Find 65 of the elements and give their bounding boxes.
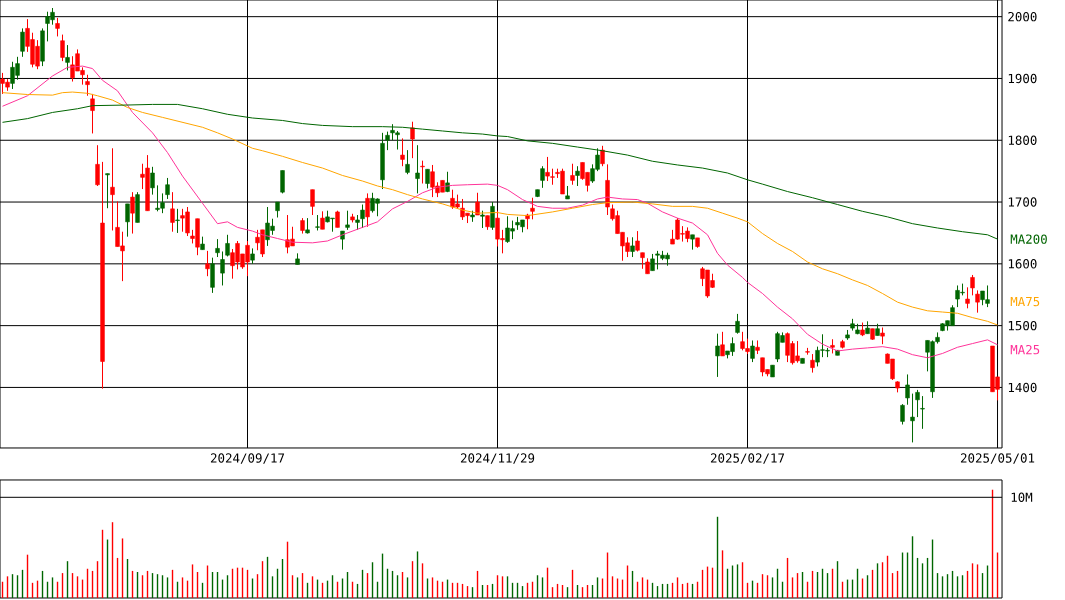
candlestick (175, 208, 180, 234)
candlestick (810, 353, 815, 374)
x-tick-label: 2024/11/29 (460, 453, 535, 464)
candlestick (365, 192, 370, 228)
candlestick (905, 373, 910, 406)
candlestick (575, 165, 580, 187)
candlestick (720, 331, 725, 357)
candlestick (385, 131, 390, 151)
candlestick (220, 250, 225, 286)
series-label: MA200 (1010, 234, 1047, 244)
candlestick (600, 145, 605, 167)
candlestick (345, 210, 350, 231)
candlestick (170, 191, 175, 233)
candlestick (915, 389, 920, 418)
x-tick-label: 2024/09/17 (210, 453, 285, 464)
candlestick (90, 93, 95, 134)
line-series (2, 65, 999, 359)
y-tick-label: 1400 (1008, 382, 1037, 393)
candlestick (530, 197, 535, 220)
candlestick (570, 163, 575, 186)
candlestick (125, 203, 130, 238)
y-tick-label: 1600 (1008, 259, 1037, 269)
candlestick (410, 121, 415, 159)
candlestick (60, 34, 65, 62)
candlestick (425, 168, 430, 189)
candlestick (405, 149, 410, 175)
candlestick (150, 166, 155, 196)
candlestick (95, 144, 100, 187)
candlestick (310, 189, 315, 216)
candlestick (110, 147, 115, 231)
candlestick (975, 289, 980, 314)
y-tick-label: 2000 (1008, 11, 1037, 22)
y-tick-label: 1700 (1008, 197, 1037, 207)
candlestick (205, 250, 210, 277)
candlestick (540, 165, 545, 189)
y-tick-label: 1800 (1008, 135, 1037, 145)
x-tick-label: 2025/02/17 (710, 453, 785, 464)
candlestick (65, 44, 70, 71)
candlestick (735, 313, 740, 335)
candlestick (55, 17, 60, 37)
candlestick (415, 144, 420, 194)
candlestick (715, 333, 720, 378)
series-label: MA25 (1010, 344, 1040, 355)
candlestick (105, 173, 110, 209)
y-tick-label: 1500 (1008, 320, 1037, 331)
candlestick (965, 286, 970, 309)
candlestick (920, 395, 925, 430)
candlestick (85, 74, 90, 97)
candlestick (970, 274, 975, 296)
candlestick (130, 191, 135, 235)
candlestick (360, 204, 365, 229)
series-label: MA75 (1010, 297, 1040, 307)
candlestick (750, 339, 755, 363)
candlestick (165, 177, 170, 200)
candlestick (910, 393, 915, 443)
candlestick (420, 160, 425, 185)
candlestick (490, 201, 495, 231)
x-tick-label: 2025/05/01 (960, 453, 1035, 464)
candlestick (210, 257, 215, 294)
candlestick (900, 403, 905, 425)
candlestick (20, 27, 25, 58)
ref-line-label: 10M (1011, 492, 1033, 503)
y-tick-label: 1900 (1008, 73, 1037, 84)
candlestick (630, 236, 635, 258)
candlestick (400, 137, 405, 167)
